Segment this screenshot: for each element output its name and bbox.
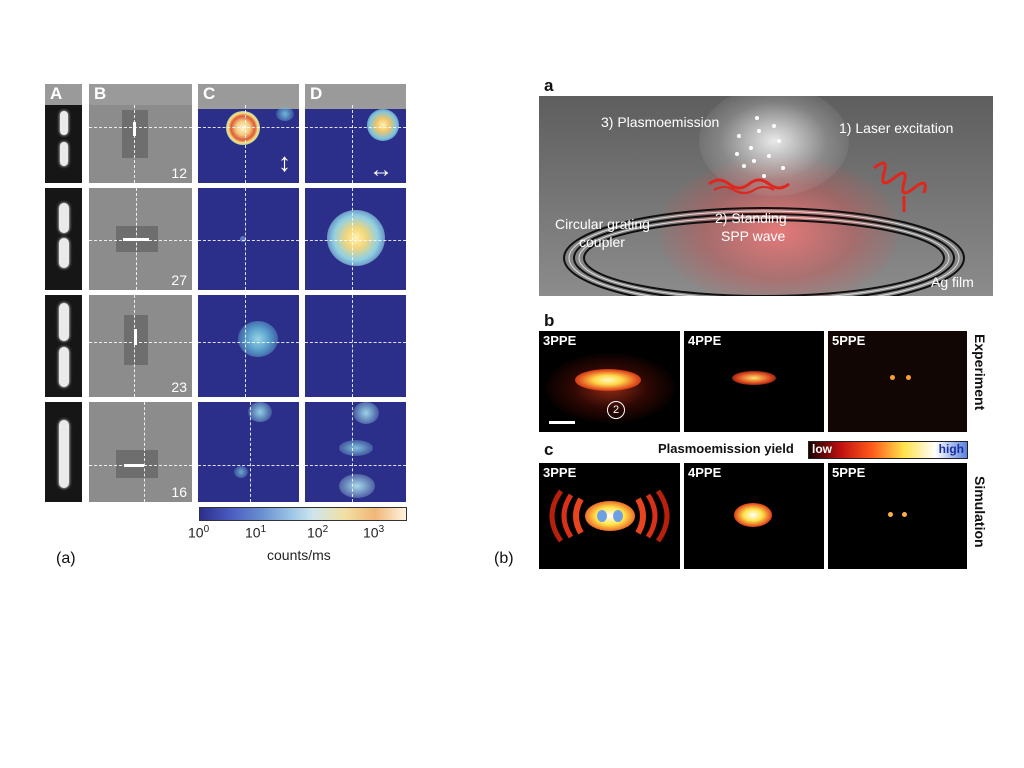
colorbar-label: counts/ms (267, 547, 331, 563)
tile-label: 4PPE (688, 333, 722, 348)
panel-c-letter: c (544, 440, 554, 459)
column-c-image-row4 (198, 402, 299, 502)
colorbar-tick-3: 103 (363, 524, 385, 541)
col-header-b: B (89, 84, 192, 106)
column-b-image-row2: 27 (89, 188, 192, 290)
panel-b-letter: b (544, 311, 555, 330)
standing-wave-label-line1: 2) Standing (715, 210, 787, 226)
column-b-image-row3: 23 (89, 295, 192, 397)
column-b-image-row1: 12 (89, 105, 192, 183)
colorbar-tick-1: 101 (245, 524, 267, 541)
column-c-image-row1: ↕ (198, 105, 299, 183)
column-a-image-row4 (45, 402, 82, 502)
col-header-d: D (305, 84, 406, 106)
colorbar-tick-0: 100 (188, 524, 210, 541)
tile-label: 4PPE (688, 465, 722, 480)
simulation-tile-4ppe: 4PPE (684, 463, 824, 569)
column-d-image-row3 (305, 295, 406, 397)
experiment-tile-4ppe: 4PPE (684, 331, 824, 432)
row-number: 23 (171, 379, 187, 395)
panel-a-letter: a (544, 76, 554, 95)
tile-label: 3PPE (543, 333, 577, 348)
tile-label: 5PPE (832, 465, 866, 480)
marker-circle: 2 (607, 401, 625, 419)
ag-film-label: Ag film (931, 274, 974, 290)
row-number: 12 (171, 165, 187, 181)
polarization-vertical-icon: ↕ (278, 147, 291, 177)
yield-colorbar: low high (808, 441, 968, 459)
caption-b: (b) (494, 550, 514, 567)
yield-high-label: high (938, 442, 964, 456)
row-number: 27 (171, 272, 187, 288)
column-c-image-row2 (198, 188, 299, 290)
tile-label: 3PPE (543, 465, 577, 480)
caption-a: (a) (56, 550, 76, 567)
plasmoemission-label: 3) Plasmoemission (601, 114, 720, 130)
plasmoemission-illustration: 3) Plasmoemission 1) Laser excitation Ci… (539, 96, 993, 296)
experiment-tile-5ppe: 5PPE (828, 331, 967, 432)
polarization-horizontal-icon: ↔ (369, 156, 393, 183)
column-b-image-row4: 16 (89, 402, 192, 502)
column-d-image-row1: ↔ (305, 105, 406, 183)
row-number: 16 (171, 484, 187, 500)
column-a-image-row3 (45, 295, 82, 397)
colorbar-tick-2: 102 (307, 524, 329, 541)
tile-label: 5PPE (832, 333, 866, 348)
yield-bar-title: Plasmoemission yield (658, 441, 794, 456)
simulation-side-label: Simulation (972, 476, 988, 548)
column-a-image-row2 (45, 188, 82, 290)
experiment-side-label: Experiment (972, 334, 988, 411)
column-c-image-row3 (198, 295, 299, 397)
counts-colorbar (199, 507, 407, 521)
grating-label-line2: coupler (579, 234, 625, 250)
standing-wave-label-line2: SPP wave (721, 228, 786, 244)
column-d-image-row4 (305, 402, 406, 502)
col-header-a: A (45, 84, 82, 106)
scale-bar (549, 421, 575, 424)
simulation-tile-5ppe: 5PPE (828, 463, 967, 569)
col-header-c: C (198, 84, 299, 106)
laser-excitation-label: 1) Laser excitation (839, 120, 954, 136)
column-d-image-row2 (305, 188, 406, 290)
simulation-tile-3ppe: 3PPE (539, 463, 680, 569)
experiment-tile-3ppe: 3PPE 2 (539, 331, 680, 432)
grating-label-line1: Circular grating (555, 216, 650, 232)
column-a-image-row1 (45, 105, 82, 183)
yield-low-label: low (812, 442, 832, 456)
